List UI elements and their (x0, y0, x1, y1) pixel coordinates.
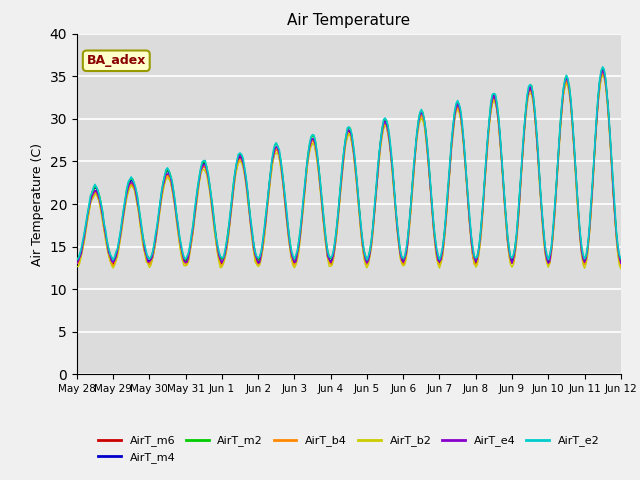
Legend: AirT_m6, AirT_m4, AirT_m2, AirT_b4, AirT_b2, AirT_e4, AirT_e2: AirT_m6, AirT_m4, AirT_m2, AirT_b4, AirT… (94, 431, 604, 468)
Y-axis label: Air Temperature (C): Air Temperature (C) (31, 143, 44, 265)
Title: Air Temperature: Air Temperature (287, 13, 410, 28)
Text: BA_adex: BA_adex (86, 54, 146, 67)
